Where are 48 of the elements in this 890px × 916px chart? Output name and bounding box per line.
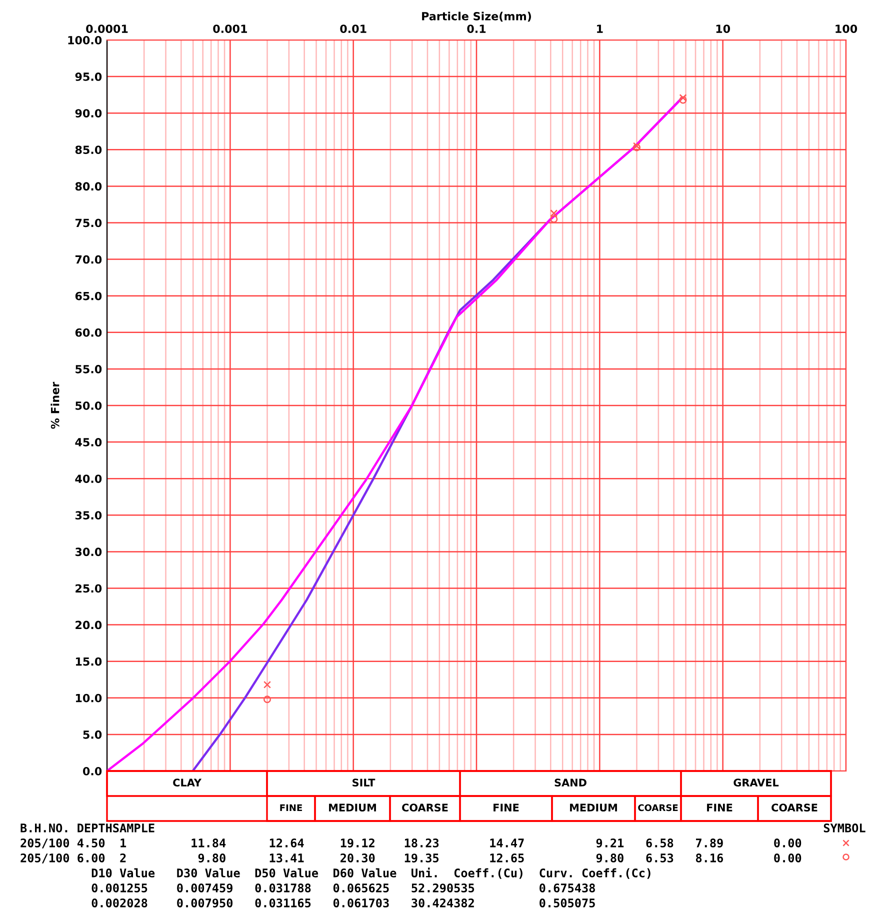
y-tick-label: 50.0: [76, 401, 102, 410]
y-axis-title: % Finer: [50, 382, 60, 429]
text: COARSE: [402, 804, 448, 812]
y-tick-label: 30.0: [75, 548, 102, 556]
text: MEDIUM: [329, 804, 376, 812]
y-tick-label: 75.0: [75, 218, 102, 228]
y-tick-label: 90.0: [75, 109, 102, 118]
y-tick-label: 80.0: [75, 182, 102, 191]
x-tick-label: 0.1: [467, 24, 486, 33]
text: COARSE: [638, 804, 678, 812]
x-tick-label: 0.01: [340, 24, 366, 33]
y-tick-label: 60.0: [75, 328, 102, 337]
text: SAND: [554, 778, 586, 787]
x-tick-label: 100: [836, 24, 858, 33]
text: B.H.NO. DEPTHSAMPLE SYMBOL: [20, 823, 866, 832]
y-tick-label: 55.0: [76, 364, 102, 374]
x-tick-label: 0.0001: [86, 24, 128, 33]
y-tick-label: 35.0: [75, 511, 102, 520]
y-tick-label: 45.0: [75, 438, 102, 446]
text: MEDIUM: [570, 804, 617, 812]
y-tick-label: 0.0: [82, 766, 102, 776]
text: FINE: [280, 804, 302, 811]
y-tick-label: 95.0: [75, 72, 102, 81]
text: SILT: [352, 778, 376, 787]
text: FINE: [494, 804, 519, 812]
text: CLAY: [173, 778, 202, 787]
x-tick-label: 0.001: [213, 24, 247, 33]
x-axis-title: Particle Size(mm): [422, 12, 531, 22]
text: 0.002028 0.007950 0.031165 0.061703 30.424382 0.505075: [92, 898, 595, 908]
text: FINE: [707, 804, 732, 812]
text: D10 Value D30 Value D50 Value D60 Value Uni. Coeff.(Cu) Curv. Coeff.(Cc): [92, 868, 650, 879]
y-tick-label: 25.0: [76, 584, 102, 593]
text: 205/100 4.50 1 11.84 12.64 19.12 18.23 14.47 9.21 6.58 7.89 0.00: [20, 838, 802, 848]
y-tick-label: 15.0: [76, 657, 102, 666]
y-tick-label: 5.0: [83, 730, 102, 739]
y-tick-label: 85.0: [75, 146, 102, 154]
y-tick-label: 70.0: [75, 255, 102, 264]
y-tick-label: 10.0: [76, 694, 102, 702]
text: COARSE: [772, 804, 818, 812]
text: 0.001255 0.007459 0.031788 0.065625 52.290535 0.675438: [92, 883, 595, 892]
y-tick-label: 20.0: [76, 620, 102, 630]
y-tick-label: 65.0: [75, 292, 102, 300]
y-tick-label: 40.0: [75, 474, 102, 483]
text: GRAVEL: [734, 778, 779, 787]
x-tick-label: 10: [716, 24, 730, 33]
x-tick-label: 1: [597, 24, 603, 33]
text: 205/100 6.00 2 9.80 13.41 20.30 19.35 12.65 9.80 6.53 8.16 0.00: [20, 853, 802, 864]
y-tick-label: 100.0: [68, 36, 102, 44]
